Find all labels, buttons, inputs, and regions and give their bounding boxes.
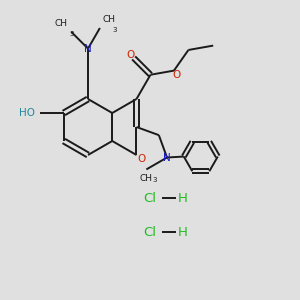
Text: Cl: Cl — [143, 226, 157, 238]
Text: N: N — [163, 152, 171, 163]
Text: H: H — [178, 191, 188, 205]
Text: O: O — [137, 154, 146, 164]
Text: O: O — [127, 50, 135, 60]
Text: O: O — [173, 70, 181, 80]
Text: 3: 3 — [113, 27, 117, 33]
Text: H: H — [178, 226, 188, 238]
Text: 3: 3 — [152, 177, 157, 183]
Text: Cl: Cl — [143, 191, 157, 205]
Text: N: N — [84, 44, 92, 54]
Text: CH: CH — [54, 19, 67, 28]
Text: CH: CH — [140, 174, 153, 183]
Text: HO: HO — [19, 108, 35, 118]
Text: 3: 3 — [69, 31, 74, 37]
Text: CH: CH — [103, 15, 116, 24]
